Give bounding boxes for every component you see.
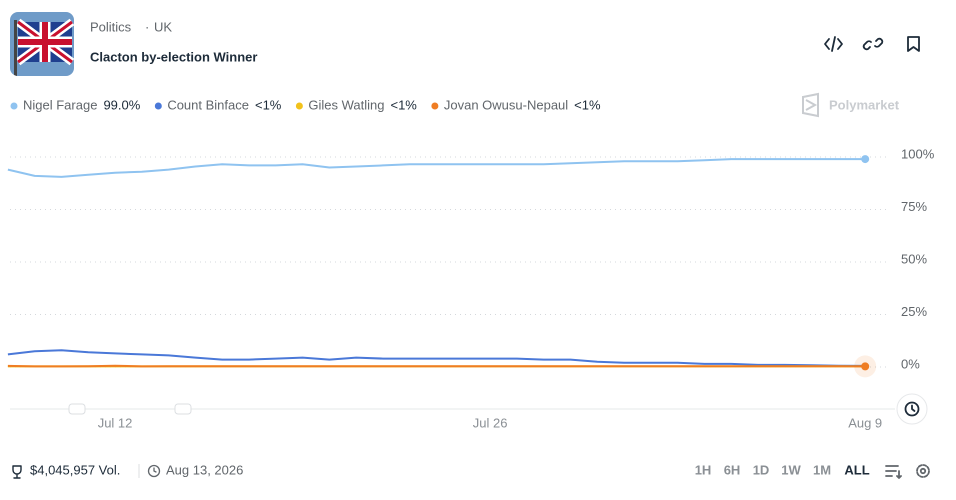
y-tick-label: 0% [901,356,920,371]
range-button[interactable]: ALL [844,462,869,477]
y-tick-label: 75% [901,199,927,214]
y-tick-label: 50% [901,251,927,266]
history-button[interactable] [896,393,928,425]
legend-name: Nigel Farage [23,97,97,112]
range-button[interactable]: 1W [781,462,801,477]
range-button[interactable]: 1H [695,462,712,477]
legend-dot [10,102,18,110]
legend-value: <1% [574,97,601,112]
date-icon [147,464,161,478]
separator: · [145,19,149,34]
series-line [7,349,866,367]
x-tick-label: Jul 12 [98,415,133,430]
link-button[interactable] [862,37,884,51]
legend-name: Count Binface [167,97,249,112]
x-tick-label: Aug 9 [848,415,882,430]
legend-name: Jovan Owusu-Nepaul [444,97,568,112]
bookmark-button[interactable] [907,36,920,52]
end-point [861,362,870,371]
brand-logo [802,92,819,118]
range-button[interactable]: 6H [724,462,741,477]
y-tick-label: 100% [901,146,935,161]
legend-name: Giles Watling [308,97,384,112]
settings-button[interactable] [916,464,930,478]
volume: $4,045,957 Vol. [30,462,120,477]
embed-button[interactable] [824,36,843,52]
scroll-handle[interactable] [68,403,86,415]
x-tick-label: Jul 26 [473,415,508,430]
scroll-handle[interactable] [174,403,192,415]
legend-dot [431,102,439,110]
y-tick-label: 25% [901,304,927,319]
market-title: Clacton by-election Winner [90,49,257,64]
range-button[interactable]: 1M [813,462,831,477]
legend-value: <1% [390,97,417,112]
filter-button[interactable] [885,465,902,479]
category: Politics [90,19,132,34]
legend-dot [295,102,303,110]
end-point [861,155,870,164]
market-image [10,12,74,76]
region: UK [154,19,172,34]
volume-icon [12,465,22,479]
brand-name: Polymarket [829,97,900,112]
range-button[interactable]: 1D [753,462,770,477]
series-line [7,364,866,368]
legend-dot [154,102,162,110]
legend-value: <1% [255,97,282,112]
series-line [7,158,866,178]
end-date: Aug 13, 2026 [166,462,243,477]
legend-value: 99.0% [103,97,140,112]
